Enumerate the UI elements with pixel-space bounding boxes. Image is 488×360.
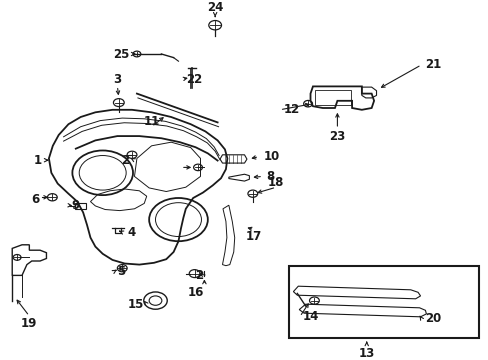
Text: 7: 7 <box>170 161 178 174</box>
Bar <box>288 266 478 338</box>
Text: 25: 25 <box>113 48 129 60</box>
Text: 16: 16 <box>187 286 203 299</box>
Text: 2: 2 <box>194 269 203 282</box>
Text: 2: 2 <box>121 154 129 167</box>
Text: 14: 14 <box>303 310 319 323</box>
Text: 18: 18 <box>267 176 284 189</box>
Text: 22: 22 <box>185 73 202 86</box>
Text: 19: 19 <box>21 317 38 330</box>
Text: 21: 21 <box>425 58 441 71</box>
Text: 20: 20 <box>425 312 441 325</box>
Text: 10: 10 <box>264 150 280 163</box>
Text: 15: 15 <box>128 298 144 311</box>
Text: 4: 4 <box>127 226 135 239</box>
Polygon shape <box>134 142 200 192</box>
Text: 11: 11 <box>143 115 160 128</box>
Text: 24: 24 <box>206 1 223 14</box>
Text: 12: 12 <box>283 103 299 116</box>
Text: 6: 6 <box>31 193 39 206</box>
Text: 17: 17 <box>245 230 262 243</box>
Bar <box>75 203 86 209</box>
Text: 8: 8 <box>266 170 274 183</box>
Text: 13: 13 <box>358 347 374 360</box>
Text: 1: 1 <box>33 154 41 167</box>
Text: 23: 23 <box>328 130 345 143</box>
Text: 3: 3 <box>113 73 121 86</box>
Text: 5: 5 <box>117 265 125 278</box>
Text: 9: 9 <box>71 199 79 212</box>
